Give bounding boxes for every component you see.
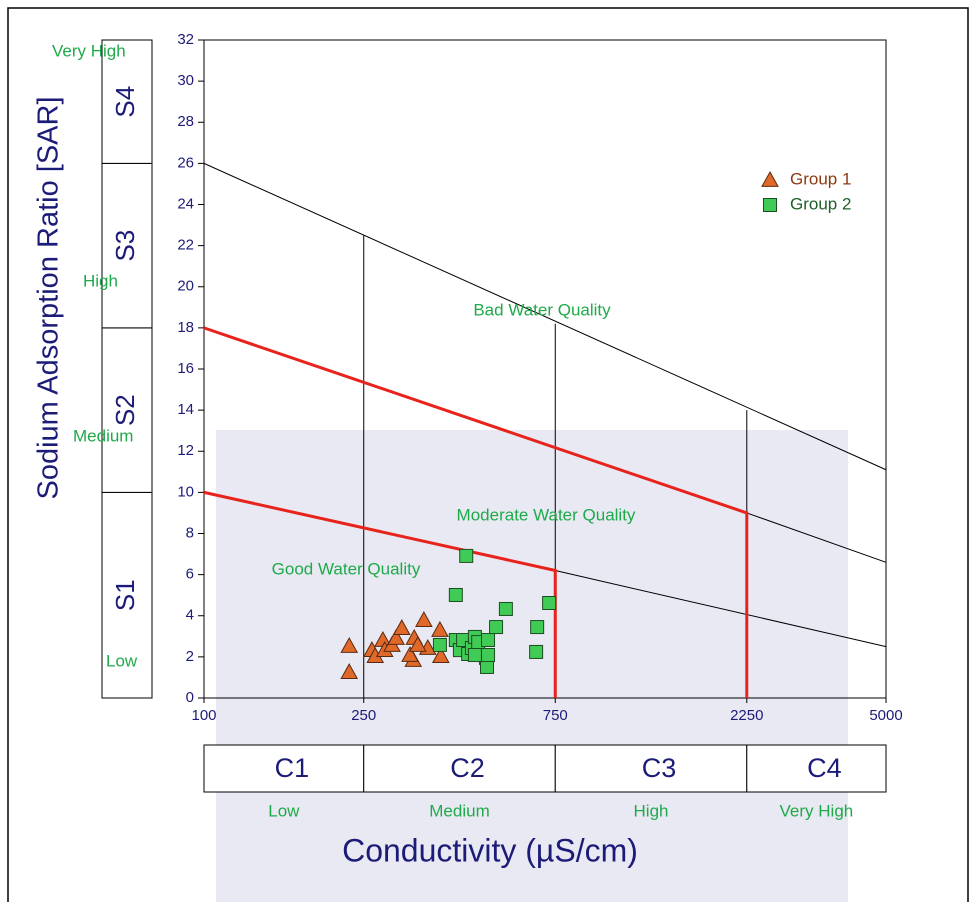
sodium-class-label: S1 bbox=[110, 579, 140, 611]
chart: Sodium Adsorption Ratio [SAR] Conductivi… bbox=[0, 0, 972, 902]
y-tick-label: 6 bbox=[186, 566, 194, 583]
x-tick-label: 5000 bbox=[869, 707, 902, 724]
y-tick-label: 24 bbox=[177, 195, 194, 212]
y-tick-label: 2 bbox=[186, 648, 194, 665]
sodium-class-level: Low bbox=[106, 651, 138, 670]
y-tick-label: 26 bbox=[177, 154, 194, 171]
salinity-class-level: Very High bbox=[780, 801, 854, 820]
y-tick-label: 30 bbox=[177, 72, 194, 89]
data-point bbox=[531, 621, 544, 634]
y-tick-label: 0 bbox=[186, 689, 194, 706]
sodium-class-label: S2 bbox=[110, 394, 140, 426]
salinity-class-level: Low bbox=[268, 801, 300, 820]
legend-marker bbox=[764, 199, 777, 212]
salinity-class-label: C2 bbox=[450, 753, 485, 783]
data-point bbox=[481, 660, 494, 673]
y-axis-label: Sodium Adsorption Ratio [SAR] bbox=[33, 97, 65, 500]
sodium-class-level: High bbox=[83, 271, 118, 290]
data-point bbox=[543, 597, 556, 610]
y-tick-label: 22 bbox=[177, 237, 194, 254]
data-point bbox=[449, 588, 462, 601]
y-tick-label: 4 bbox=[186, 607, 194, 624]
salinity-class-label: C4 bbox=[807, 753, 842, 783]
annotation: Moderate Water Quality bbox=[457, 505, 636, 524]
data-point bbox=[482, 634, 495, 647]
x-tick-label: 250 bbox=[351, 707, 376, 724]
x-axis-label: Conductivity (µS/cm) bbox=[342, 832, 638, 868]
annotation: Good Water Quality bbox=[272, 559, 421, 578]
data-point bbox=[433, 638, 446, 651]
legend-marker bbox=[762, 172, 778, 186]
annotation: Bad Water Quality bbox=[473, 300, 611, 319]
y-tick-label: 28 bbox=[177, 113, 194, 130]
data-point bbox=[530, 645, 543, 658]
y-tick-label: 20 bbox=[177, 278, 194, 295]
y-tick-label: 32 bbox=[177, 31, 194, 48]
salinity-class-level: Medium bbox=[429, 801, 489, 820]
y-tick-label: 12 bbox=[177, 442, 194, 459]
sodium-class-label: S4 bbox=[110, 86, 140, 118]
sodium-class-label: S3 bbox=[110, 230, 140, 262]
data-point bbox=[490, 621, 503, 634]
legend-label: Group 2 bbox=[790, 194, 851, 213]
salinity-class-level: High bbox=[634, 801, 669, 820]
salinity-class-label: C1 bbox=[275, 753, 310, 783]
data-point bbox=[482, 649, 495, 662]
data-point bbox=[468, 649, 481, 662]
salinity-class-label: C3 bbox=[642, 753, 677, 783]
y-tick-label: 14 bbox=[177, 401, 194, 418]
legend-label: Group 1 bbox=[790, 169, 851, 188]
x-tick-label: 2250 bbox=[730, 707, 763, 724]
sodium-class-level: Medium bbox=[73, 426, 133, 445]
data-point bbox=[460, 549, 473, 562]
y-tick-label: 10 bbox=[177, 483, 194, 500]
x-tick-label: 750 bbox=[543, 707, 568, 724]
x-tick-label: 100 bbox=[191, 707, 216, 724]
sodium-class-level: Very High bbox=[52, 41, 126, 60]
y-tick-label: 18 bbox=[177, 319, 194, 336]
y-tick-label: 8 bbox=[186, 524, 194, 541]
data-point bbox=[499, 602, 512, 615]
watermark bbox=[216, 430, 848, 902]
y-tick-label: 16 bbox=[177, 360, 194, 377]
